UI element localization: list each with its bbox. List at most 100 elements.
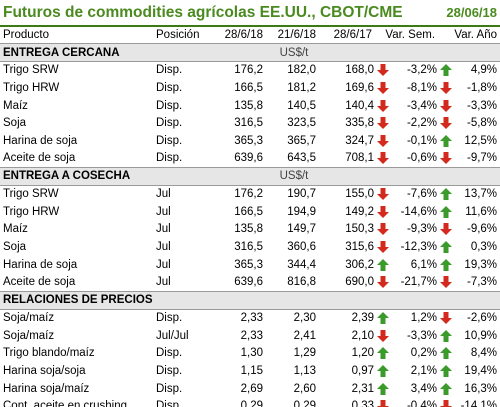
arrow-up-icon bbox=[438, 203, 454, 221]
var-sem: -8,1% bbox=[406, 81, 438, 94]
section-header: ENTREGA CERCANA US$/t bbox=[0, 43, 500, 62]
position: Disp. bbox=[156, 81, 183, 94]
value-d1: 365,3 bbox=[234, 134, 263, 147]
value-d1: 2,69 bbox=[240, 382, 263, 395]
product-name: Trigo blando/maíz bbox=[3, 347, 95, 360]
var-ano: 19,4% bbox=[464, 364, 498, 377]
position: Jul bbox=[156, 276, 171, 289]
commodities-table: Producto Posición 28/6/18 21/6/18 28/6/1… bbox=[0, 25, 500, 407]
product-name: Trigo SRW bbox=[3, 188, 59, 201]
section-filler bbox=[375, 167, 500, 186]
arrow-down-icon bbox=[375, 132, 391, 150]
var-sem: -0,6% bbox=[406, 152, 438, 165]
var-sem: -14,6% bbox=[400, 205, 438, 218]
value-d1: 639,6 bbox=[234, 152, 263, 165]
section-label: ENTREGA A COSECHA bbox=[0, 167, 213, 186]
arrow-up-icon bbox=[375, 344, 391, 362]
position: Disp. bbox=[156, 152, 183, 165]
arrow-down-icon bbox=[375, 221, 391, 239]
var-sem: -9,3% bbox=[406, 223, 438, 236]
value-d2: 190,7 bbox=[287, 188, 316, 201]
product-name: Trigo HRW bbox=[3, 205, 60, 218]
var-ano: -14,1% bbox=[454, 397, 500, 407]
value-d1: 1,30 bbox=[240, 347, 263, 360]
value-d1: 316,5 bbox=[234, 117, 263, 130]
section-header: ENTREGA A COSECHA US$/t bbox=[0, 167, 500, 186]
col-header-d1: 28/6/18 bbox=[224, 29, 263, 42]
section-label: ENTREGA CERCANA bbox=[0, 43, 213, 62]
arrow-down-icon bbox=[438, 79, 454, 97]
table-row: Aceite de soja Jul 639,6 816,8 690,0 -21,7% -7… bbox=[0, 274, 500, 292]
var-ano: 19,3% bbox=[464, 258, 498, 271]
var-ano: -5,8% bbox=[466, 117, 498, 130]
table-row: Maíz Disp. 135,8 140,5 140,4 -3,4% -3,3% bbox=[0, 97, 500, 115]
product-name: Trigo SRW bbox=[3, 64, 59, 77]
table-row: Trigo HRW Disp. 166,5 181,2 169,6 -8,1% -1,8% bbox=[0, 79, 500, 97]
var-sem: 1,2% bbox=[410, 312, 438, 325]
var-sem: 2,1% bbox=[410, 364, 438, 377]
var-sem: -2,2% bbox=[406, 117, 438, 130]
arrow-up-icon bbox=[375, 380, 391, 398]
var-ano: -9,7% bbox=[466, 152, 498, 165]
table-row: Harina de soja Disp. 365,3 365,7 324,7 -0,1% 1… bbox=[0, 132, 500, 150]
var-ano: 11,6% bbox=[465, 205, 498, 218]
product-name: Harina soja/soja bbox=[3, 364, 86, 377]
var-ano: -1,8% bbox=[466, 81, 498, 94]
product-name: Soja/maíz bbox=[3, 329, 55, 342]
value-d2: 1,29 bbox=[293, 347, 316, 360]
position: Jul bbox=[156, 205, 171, 218]
arrow-up-icon bbox=[375, 362, 391, 380]
product-name: Maíz bbox=[3, 99, 28, 112]
table-body: ENTREGA CERCANA US$/t Trigo SRW Disp. 176,2 1… bbox=[0, 43, 500, 407]
value-d1: 135,8 bbox=[234, 223, 263, 236]
table-row: Trigo HRW Jul 166,5 194,9 149,2 -14,6% 11,6% bbox=[0, 203, 500, 221]
table-row: Soja/maíz Disp. 2,33 2,30 2,39 1,2% -2,6% bbox=[0, 309, 500, 327]
var-ano: 0,3% bbox=[470, 241, 498, 254]
table-row: Trigo SRW Disp. 176,2 182,0 168,0 -3,2% 4,9% bbox=[0, 61, 500, 79]
value-d3: 149,2 bbox=[345, 205, 374, 218]
position: Jul/Jul bbox=[156, 329, 189, 342]
product-name: Soja/maíz bbox=[3, 312, 55, 325]
arrow-up-icon bbox=[438, 132, 454, 150]
position: Disp. bbox=[156, 117, 183, 130]
value-d1: 639,6 bbox=[234, 276, 263, 289]
position: Disp. bbox=[156, 99, 183, 112]
value-d1: 0,29 bbox=[213, 397, 266, 407]
product-name: Harina soja/maíz bbox=[3, 382, 90, 395]
var-ano: -7,3% bbox=[466, 276, 498, 289]
value-d3: 1,20 bbox=[351, 347, 374, 360]
var-sem: -12,3% bbox=[400, 241, 438, 254]
table-row: Harina soja/maíz Disp. 2,69 2,60 2,31 3,4% 16,… bbox=[0, 380, 500, 398]
value-d2: 323,5 bbox=[287, 117, 316, 130]
position: Jul bbox=[156, 258, 171, 271]
product-name: Harina de soja bbox=[3, 134, 78, 147]
header-row: Producto Posición 28/6/18 21/6/18 28/6/1… bbox=[0, 26, 500, 44]
arrow-up-icon bbox=[438, 327, 454, 345]
col-header-position: Posición bbox=[156, 29, 200, 42]
arrow-down-icon bbox=[375, 238, 391, 256]
col-header-var-ano: Var. Año bbox=[454, 29, 498, 42]
var-ano: 16,3% bbox=[464, 382, 498, 395]
section-filler bbox=[375, 43, 500, 62]
report-title: Futuros de commodities agrícolas EE.UU.,… bbox=[3, 3, 403, 21]
value-d1: 176,2 bbox=[234, 188, 263, 201]
arrow-down-icon bbox=[375, 397, 391, 407]
var-ano: -3,3% bbox=[466, 99, 498, 112]
var-sem: -3,4% bbox=[406, 99, 438, 112]
var-sem: -0,4% bbox=[391, 397, 439, 407]
value-d2: 194,9 bbox=[287, 205, 316, 218]
arrow-up-icon bbox=[438, 344, 454, 362]
arrow-down-icon bbox=[375, 79, 391, 97]
section-unit: US$/t bbox=[213, 43, 375, 62]
value-d1: 166,5 bbox=[234, 81, 263, 94]
position: Disp. bbox=[156, 382, 183, 395]
var-ano: 8,4% bbox=[470, 347, 498, 360]
arrow-down-icon bbox=[438, 397, 455, 407]
section-header: RELACIONES DE PRECIOS bbox=[0, 290, 500, 310]
arrow-down-icon bbox=[375, 97, 391, 115]
arrow-up-icon bbox=[438, 61, 454, 79]
value-d3: 0,33 bbox=[319, 397, 375, 407]
value-d2: 0,29 bbox=[266, 397, 319, 407]
table-row: Soja Disp. 316,5 323,5 335,8 -2,2% -5,8% bbox=[0, 114, 500, 132]
value-d2: 1,13 bbox=[293, 364, 316, 377]
